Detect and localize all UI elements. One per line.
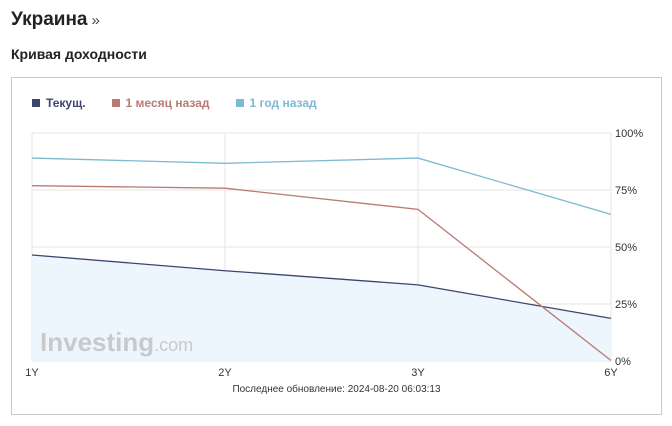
data-point	[31, 253, 34, 256]
yield-curve-chart: Текущ. 1 месяц назад 1 год назад 0% 25% 50% 7…	[11, 77, 662, 415]
area-fill-0	[32, 254, 611, 361]
legend-item-1[interactable]: 1 месяц назад	[111, 96, 210, 110]
data-point	[610, 317, 613, 320]
series-line-2	[31, 157, 612, 216]
series-line-0	[31, 254, 612, 320]
data-point	[417, 283, 420, 286]
y-tick-label: 50%	[615, 242, 637, 254]
y-tick-label: 100%	[615, 128, 643, 140]
data-point	[31, 184, 34, 187]
legend-label: 1 год назад	[249, 96, 317, 110]
data-point	[224, 187, 227, 190]
legend-swatch	[32, 99, 40, 107]
last-update-note: Последнее обновление: 2024-08-20 06:03:1…	[232, 384, 441, 395]
x-tick-label: 6Y	[604, 367, 618, 379]
series-line-1	[31, 185, 612, 362]
legend-item-0[interactable]: Текущ.	[32, 96, 86, 110]
y-tick-label: 25%	[615, 299, 637, 311]
x-tick-label: 2Y	[218, 367, 232, 379]
investing-watermark: Investing.com	[40, 327, 193, 357]
data-point	[610, 359, 613, 362]
chart-legend: Текущ. 1 месяц назад 1 год назад	[32, 96, 343, 110]
legend-swatch	[111, 99, 120, 107]
chart-canvas: 0% 25% 50% 75% 100% 1Y 2Y 3Y 6Y Investing.com	[25, 128, 643, 379]
data-point	[417, 208, 420, 211]
data-point	[417, 157, 420, 160]
y-tick-label: 0%	[615, 356, 631, 368]
x-tick-label: 1Y	[25, 367, 39, 379]
data-point	[31, 157, 34, 160]
watermark-bold: Investing	[40, 327, 154, 357]
y-tick-label: 75%	[615, 185, 637, 197]
data-point	[224, 162, 227, 165]
legend-swatch	[235, 99, 244, 107]
legend-label: Текущ.	[46, 96, 86, 110]
country-title[interactable]: Украина»	[11, 9, 100, 31]
data-point	[224, 269, 227, 272]
data-point	[610, 213, 613, 216]
country-link-arrow[interactable]: »	[91, 12, 100, 29]
watermark-light: .com	[154, 335, 193, 355]
yield-curve-heading: Кривая доходности	[11, 46, 147, 62]
country-name[interactable]: Украина	[11, 9, 88, 30]
legend-label: 1 месяц назад	[125, 96, 210, 110]
legend-item-2[interactable]: 1 год назад	[235, 96, 317, 110]
x-tick-label: 3Y	[411, 367, 425, 379]
